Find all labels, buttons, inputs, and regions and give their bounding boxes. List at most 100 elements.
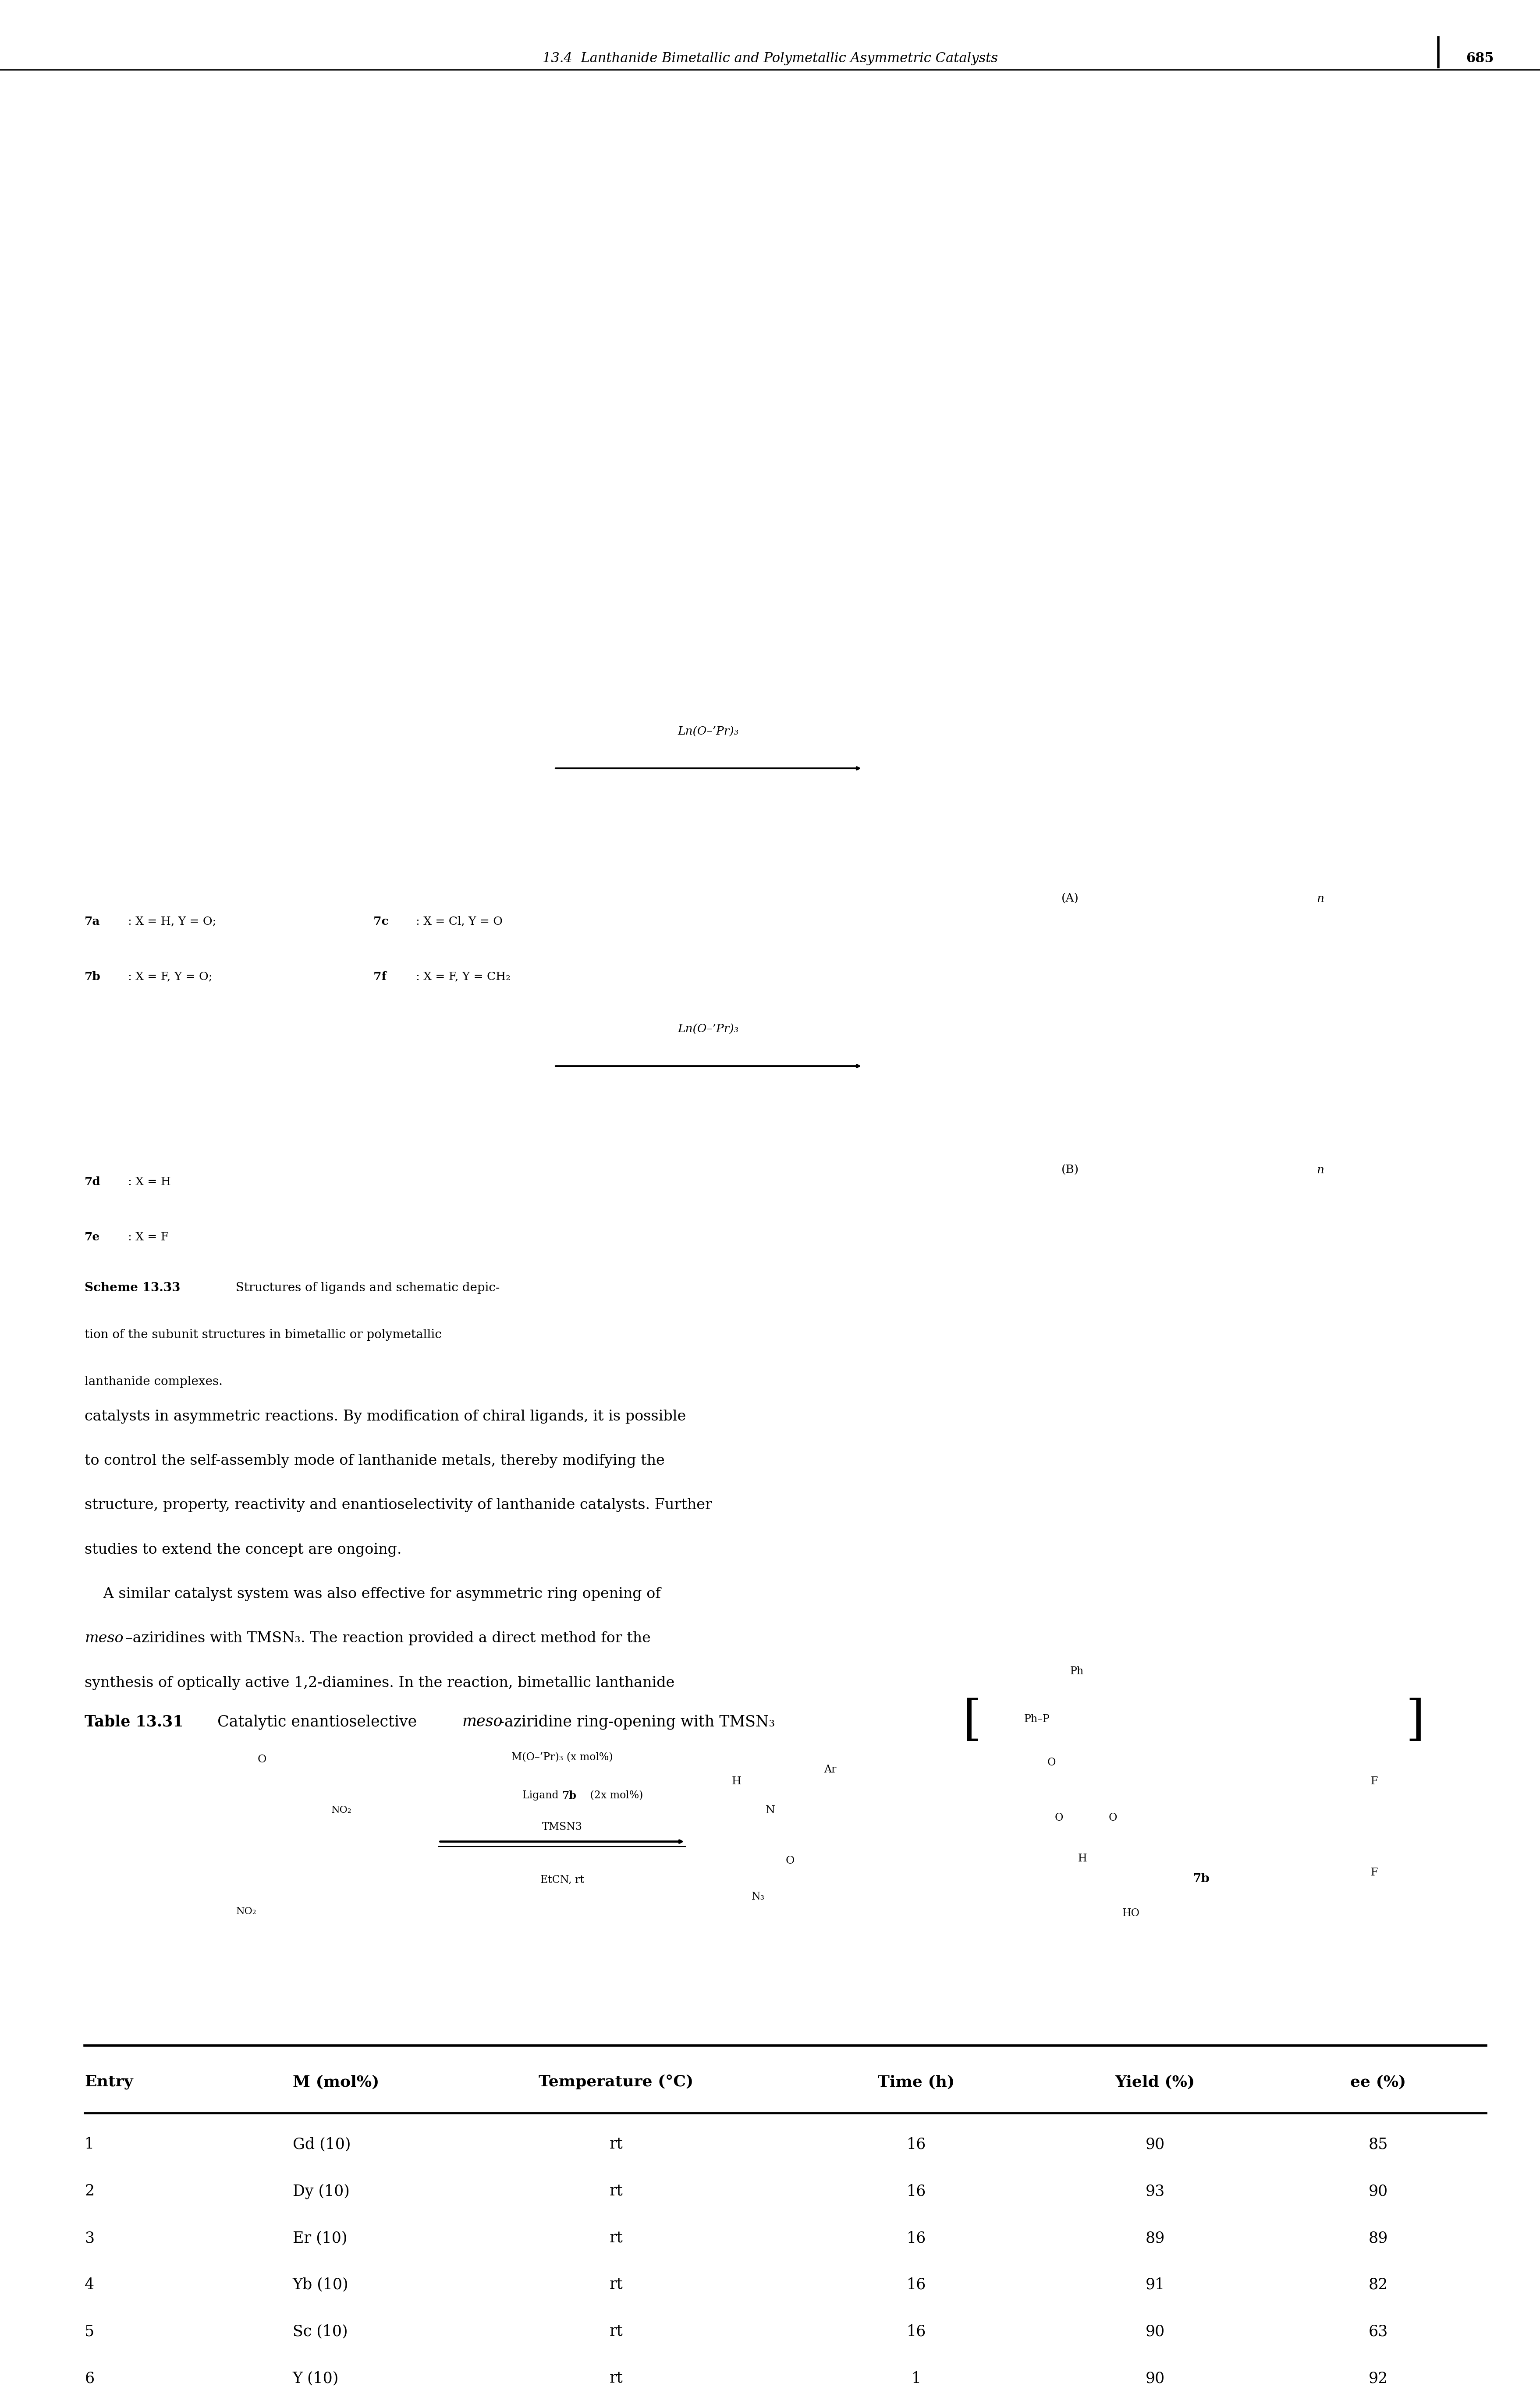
Text: tion of the subunit structures in bimetallic or polymetallic: tion of the subunit structures in bimeta… [85, 1328, 442, 1340]
Text: structure, property, reactivity and enantioselectivity of lanthanide catalysts. : structure, property, reactivity and enan… [85, 1498, 713, 1513]
Text: synthesis of optically active 1,2-diamines. In the reaction, bimetallic lanthani: synthesis of optically active 1,2-diamin… [85, 1676, 675, 1690]
Text: 16: 16 [907, 2276, 926, 2293]
Text: N₃: N₃ [752, 1892, 765, 1902]
Text: Ln(O–’Pr)₃: Ln(O–’Pr)₃ [678, 1023, 739, 1035]
Text: : X = F, Y = O;: : X = F, Y = O; [128, 970, 213, 982]
Text: H: H [731, 1777, 741, 1786]
Text: 85: 85 [1369, 2137, 1388, 2151]
Text: meso: meso [462, 1714, 502, 1729]
Text: N: N [765, 1806, 775, 1815]
Text: Gd (10): Gd (10) [293, 2137, 351, 2151]
Text: 2: 2 [85, 2185, 94, 2199]
Text: : X = H: : X = H [128, 1176, 171, 1188]
Text: 685: 685 [1466, 50, 1494, 65]
Text: 16: 16 [907, 2324, 926, 2339]
Text: to control the self-assembly mode of lanthanide metals, thereby modifying the: to control the self-assembly mode of lan… [85, 1453, 665, 1467]
Text: NO₂: NO₂ [331, 1806, 351, 1815]
Text: HO: HO [1123, 1909, 1140, 1918]
Text: A similar catalyst system was also effective for asymmetric ring opening of: A similar catalyst system was also effec… [85, 1587, 661, 1601]
Text: O: O [1047, 1758, 1056, 1767]
Text: 7c: 7c [370, 915, 388, 927]
Text: lanthanide complexes.: lanthanide complexes. [85, 1376, 223, 1388]
Text: : X = Cl, Y = O: : X = Cl, Y = O [416, 915, 502, 927]
Text: catalysts in asymmetric reactions. By modification of chiral ligands, it is poss: catalysts in asymmetric reactions. By mo… [85, 1409, 687, 1424]
Text: O: O [257, 1755, 266, 1765]
Text: M (mol%): M (mol%) [293, 2074, 379, 2089]
Text: rt: rt [610, 2185, 622, 2199]
Text: Scheme 13.33: Scheme 13.33 [85, 1282, 180, 1294]
Text: 13.4  Lanthanide Bimetallic and Polymetallic Asymmetric Catalysts: 13.4 Lanthanide Bimetallic and Polymetal… [542, 50, 998, 65]
Text: rt: rt [610, 2324, 622, 2339]
Text: : X = F, Y = CH₂: : X = F, Y = CH₂ [416, 970, 510, 982]
Text: 6: 6 [85, 2372, 94, 2387]
Text: Temperature (°C): Temperature (°C) [539, 2074, 693, 2089]
Text: Er (10): Er (10) [293, 2231, 346, 2245]
Text: Catalytic enantioselective: Catalytic enantioselective [213, 1714, 422, 1729]
Text: n: n [1317, 893, 1324, 905]
Text: Y (10): Y (10) [293, 2372, 339, 2387]
Text: ]: ] [1406, 1698, 1425, 1746]
Text: meso: meso [85, 1633, 123, 1645]
Text: 7b: 7b [1192, 1873, 1210, 1885]
Text: (B): (B) [1061, 1164, 1080, 1176]
Text: Yb (10): Yb (10) [293, 2276, 348, 2293]
Text: 3: 3 [85, 2231, 94, 2245]
Text: 5: 5 [85, 2324, 94, 2339]
Text: Dy (10): Dy (10) [293, 2185, 350, 2199]
Text: TMSN3: TMSN3 [542, 1822, 582, 1832]
Text: 7f: 7f [370, 970, 387, 982]
Text: Sc (10): Sc (10) [293, 2324, 348, 2339]
Text: : X = H, Y = O;: : X = H, Y = O; [128, 915, 216, 927]
Text: Ph: Ph [1070, 1666, 1084, 1676]
Text: 93: 93 [1146, 2185, 1164, 2199]
Text: n: n [1317, 1164, 1324, 1176]
Text: 7b: 7b [85, 970, 100, 982]
Text: Yield (%): Yield (%) [1115, 2074, 1195, 2089]
Text: H: H [1078, 1854, 1087, 1863]
Text: ee (%): ee (%) [1351, 2074, 1406, 2089]
Text: 90: 90 [1146, 2137, 1164, 2151]
Text: F: F [1371, 1868, 1378, 1878]
Text: 7b: 7b [562, 1791, 576, 1801]
Text: 89: 89 [1369, 2231, 1388, 2245]
Text: 7e: 7e [85, 1232, 100, 1244]
Text: 1: 1 [912, 2372, 921, 2387]
Text: F: F [1371, 1777, 1378, 1786]
Text: 7a: 7a [85, 915, 100, 927]
Text: O: O [785, 1856, 795, 1866]
Text: 63: 63 [1369, 2324, 1388, 2339]
Text: rt: rt [610, 2137, 622, 2151]
Text: : X = F: : X = F [128, 1232, 169, 1244]
Text: -aziridine ring-opening with TMSN₃: -aziridine ring-opening with TMSN₃ [499, 1714, 775, 1729]
Text: Table 13.31: Table 13.31 [85, 1714, 183, 1729]
Text: rt: rt [610, 2231, 622, 2245]
Text: Entry: Entry [85, 2074, 132, 2089]
Text: 82: 82 [1369, 2276, 1388, 2293]
Text: 16: 16 [907, 2137, 926, 2151]
Text: (2x mol%): (2x mol%) [587, 1791, 644, 1801]
Text: 4: 4 [85, 2276, 94, 2293]
Text: Ln(O–’Pr)₃: Ln(O–’Pr)₃ [678, 725, 739, 737]
Text: Ph–P: Ph–P [1024, 1714, 1050, 1724]
Text: studies to extend the concept are ongoing.: studies to extend the concept are ongoin… [85, 1544, 402, 1556]
Text: rt: rt [610, 2276, 622, 2293]
Text: Ar: Ar [824, 1765, 836, 1774]
Text: Structures of ligands and schematic depic-: Structures of ligands and schematic depi… [228, 1282, 501, 1294]
Text: –aziridines with TMSN₃. The reaction provided a direct method for the: –aziridines with TMSN₃. The reaction pro… [126, 1633, 651, 1645]
Text: 16: 16 [907, 2185, 926, 2199]
Text: M(O–’Pr)₃ (x mol%): M(O–’Pr)₃ (x mol%) [511, 1753, 613, 1762]
Text: 90: 90 [1146, 2324, 1164, 2339]
Text: 92: 92 [1369, 2372, 1388, 2387]
Text: Time (h): Time (h) [878, 2074, 955, 2089]
Text: NO₂: NO₂ [236, 1906, 257, 1916]
Text: O: O [1055, 1813, 1064, 1822]
Text: 1: 1 [85, 2137, 94, 2151]
Text: 89: 89 [1146, 2231, 1164, 2245]
Text: 91: 91 [1146, 2276, 1164, 2293]
Text: EtCN, rt: EtCN, rt [541, 1875, 584, 1885]
Text: 7d: 7d [85, 1176, 100, 1188]
Text: 90: 90 [1146, 2372, 1164, 2387]
Text: [: [ [962, 1698, 981, 1746]
Text: Ligand: Ligand [522, 1791, 562, 1801]
Text: (A): (A) [1061, 893, 1080, 905]
